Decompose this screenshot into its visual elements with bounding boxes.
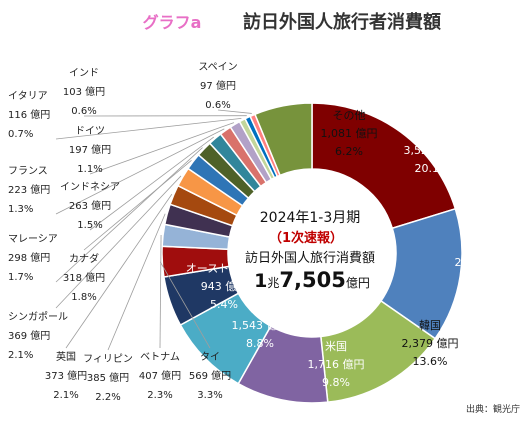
center-total-prefix: 1 <box>254 270 267 292</box>
slice-value-19: 1,081 億円 <box>321 127 378 140</box>
slice-label-15: ドイツ <box>75 126 105 137</box>
slice-label-1: 台湾 <box>472 237 494 251</box>
slice-pct-18: 0.6% <box>205 100 230 111</box>
slice-pct-5: 5.4% <box>210 298 238 311</box>
slice-value-6: 569 億円 <box>189 369 231 382</box>
slice-label-0: 中国 <box>421 126 443 139</box>
center-flash: （1次速報） <box>269 230 343 246</box>
slice-value-1: 2,512 億円 <box>455 256 512 269</box>
source-note: 出典：観光庁 <box>466 403 520 415</box>
slice-pct-4: 8.8% <box>246 337 274 350</box>
slice-pct-15: 1.1% <box>77 164 102 175</box>
center-total-unit2: 億円 <box>346 276 370 290</box>
slice-value-16: 116 億円 <box>8 108 50 121</box>
slice-value-10: 369 億円 <box>8 329 50 342</box>
slice-label-12: マレーシア <box>8 234 58 245</box>
slice-label-2: 韓国 <box>419 319 441 332</box>
slice-pct-3: 9.8% <box>322 376 350 389</box>
slice-label-7: ベトナム <box>140 351 180 363</box>
slice-value-15: 197 億円 <box>69 143 111 156</box>
slice-label-13: インドネシア <box>60 181 120 193</box>
slice-pct-11: 1.8% <box>71 292 96 303</box>
center-total-unit1: 兆 <box>267 276 279 290</box>
slice-label-16: イタリア <box>8 90 48 102</box>
center-subtitle: 訪日外国人旅行消費額 <box>245 250 375 266</box>
chart-tag: グラフa <box>143 13 202 32</box>
slice-label-9: 英国 <box>56 350 76 363</box>
slice-value-9: 373 億円 <box>45 369 87 382</box>
slice-value-0: 3,526 億円 <box>404 144 461 157</box>
slice-pct-9: 2.1% <box>53 390 78 401</box>
slice-value-4: 1,543 億円 <box>232 319 289 332</box>
slice-pct-6: 3.3% <box>197 390 222 401</box>
slice-label-10: シンガポール <box>8 311 68 323</box>
slice-value-18: 97 億円 <box>200 79 236 92</box>
leader-line-7 <box>160 235 161 348</box>
slice-label-18: スペイン <box>198 62 237 73</box>
slice-label-11: カナダ <box>69 252 99 265</box>
slice-label-4: 香港 <box>249 301 271 314</box>
slice-pct-2: 13.6% <box>413 355 448 368</box>
slice-pct-7: 2.3% <box>147 390 172 401</box>
slice-pct-8: 2.2% <box>95 392 120 403</box>
chart-title: 訪日外国人旅行者消費額 <box>243 11 441 33</box>
slice-value-3: 1,716 億円 <box>308 358 365 371</box>
center-total-main: 7,505 <box>279 268 345 292</box>
slice-label-14: フランス <box>8 165 48 177</box>
slice-pct-1: 14.4% <box>466 274 501 287</box>
slice-value-14: 223 億円 <box>8 183 50 196</box>
slice-label-19: その他 <box>333 109 366 122</box>
center-period: 2024年1-3月期 <box>260 210 361 226</box>
slice-label-3: 米国 <box>325 340 347 353</box>
slice-value-2: 2,379 億円 <box>402 337 459 350</box>
slice-pct-16: 0.7% <box>8 129 33 140</box>
slice-pct-0: 20.1% <box>415 162 450 175</box>
slice-pct-14: 1.3% <box>8 204 33 215</box>
slice-pct-13: 1.5% <box>77 220 102 231</box>
slice-value-17: 103 億円 <box>63 85 105 98</box>
slice-pct-17: 0.6% <box>71 106 96 117</box>
slice-value-5: 943 億円 <box>201 280 248 293</box>
slice-pct-10: 2.1% <box>8 350 33 361</box>
leader-line-8 <box>108 214 165 350</box>
slice-label-6: タイ <box>200 351 220 363</box>
slice-value-8: 385 億円 <box>87 371 129 384</box>
slice-pct-19: 6.2% <box>335 145 363 158</box>
slice-value-12: 298 億円 <box>8 251 50 264</box>
slice-label-8: フィリピン <box>83 353 133 365</box>
slice-value-7: 407 億円 <box>139 369 181 382</box>
slice-label-17: インド <box>69 68 99 79</box>
slice-value-13: 263 億円 <box>69 199 111 212</box>
slice-pct-12: 1.7% <box>8 272 33 283</box>
slice-value-11: 318 億円 <box>63 271 105 284</box>
